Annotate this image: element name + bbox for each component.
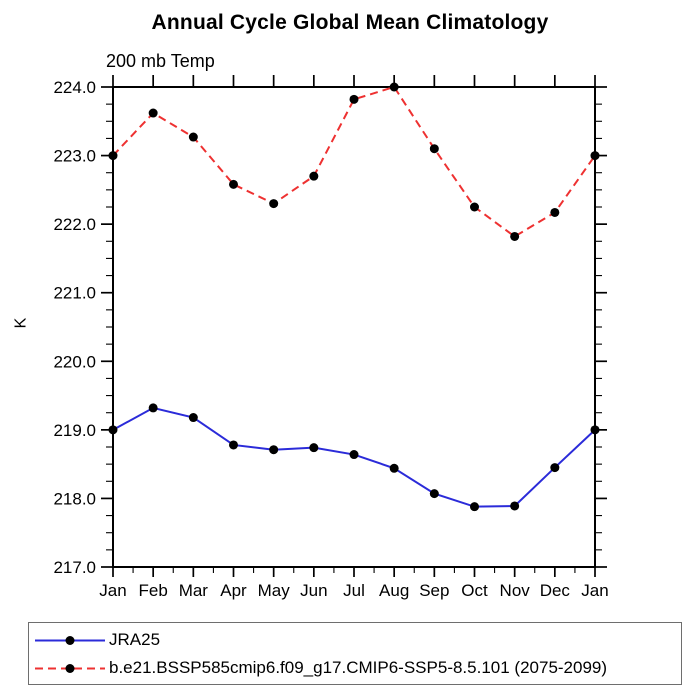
y-tick-label: 217.0	[53, 558, 96, 577]
x-tick-label: May	[258, 581, 291, 600]
y-tick-label: 221.0	[53, 284, 96, 303]
data-point-marker	[269, 445, 279, 455]
y-tick-label: 219.0	[53, 421, 96, 440]
legend-line-sample-dashed-icon	[35, 663, 105, 673]
data-point-marker	[429, 489, 439, 499]
y-tick-label: 223.0	[53, 147, 96, 166]
legend-box: JRA25 b.e21.BSSP585cmip6.f09_g17.CMIP6-S…	[28, 622, 682, 685]
data-point-marker	[389, 463, 399, 473]
data-point-marker	[229, 440, 238, 450]
data-point-marker	[349, 450, 359, 460]
legend-entry-jra25: JRA25	[33, 626, 681, 654]
x-tick-label: Jan	[581, 581, 608, 600]
y-tick-label: 222.0	[53, 215, 96, 234]
legend-line-sample-solid-icon	[35, 635, 105, 645]
x-tick-label: Jul	[343, 581, 365, 600]
data-point-marker	[510, 231, 520, 241]
data-point-marker	[108, 425, 118, 435]
data-point-marker	[309, 171, 319, 181]
x-tick-label: Nov	[500, 581, 531, 600]
data-point-marker	[550, 207, 560, 217]
y-tick-label: 218.0	[53, 489, 96, 508]
x-tick-label: Sep	[419, 581, 449, 600]
data-point-marker	[229, 179, 238, 189]
legend-entry-model: b.e21.BSSP585cmip6.f09_g17.CMIP6-SSP5-8.…	[33, 654, 681, 682]
data-point-marker	[550, 463, 560, 473]
x-tick-label: Feb	[139, 581, 168, 600]
x-tick-label: Dec	[540, 581, 571, 600]
data-point-marker	[590, 425, 600, 435]
data-point-marker	[309, 443, 319, 453]
data-point-marker	[389, 82, 399, 92]
data-point-marker	[269, 199, 279, 209]
series-line-dashed	[112, 85, 596, 238]
plot-box	[112, 86, 596, 568]
data-point-marker	[429, 144, 439, 154]
x-tick-label: Oct	[461, 581, 488, 600]
data-point-marker	[510, 501, 520, 511]
chart-subtitle: 200 mb Temp	[106, 51, 215, 71]
y-tick-label: 220.0	[53, 352, 96, 371]
data-point-marker	[349, 94, 359, 104]
legend-label: JRA25	[109, 630, 161, 649]
x-tick-label: Jun	[300, 581, 327, 600]
data-point-marker	[470, 202, 479, 212]
x-tick-label: Apr	[220, 581, 247, 600]
data-point-marker	[148, 108, 158, 118]
y-tick-label: 224.0	[53, 78, 96, 97]
x-tick-label: Mar	[179, 581, 209, 600]
data-point-marker	[148, 403, 158, 413]
data-point-marker	[108, 151, 118, 161]
data-point-marker	[188, 132, 198, 142]
data-point-marker	[188, 413, 198, 423]
x-tick-label: Aug	[379, 581, 409, 600]
x-tick-label: Jan	[99, 581, 126, 600]
chart-title: Annual Cycle Global Mean Climatology	[151, 11, 549, 34]
legend-label: b.e21.BSSP585cmip6.f09_g17.CMIP6-SSP5-8.…	[109, 658, 608, 677]
data-point-marker	[590, 151, 600, 161]
data-point-marker	[470, 502, 479, 512]
